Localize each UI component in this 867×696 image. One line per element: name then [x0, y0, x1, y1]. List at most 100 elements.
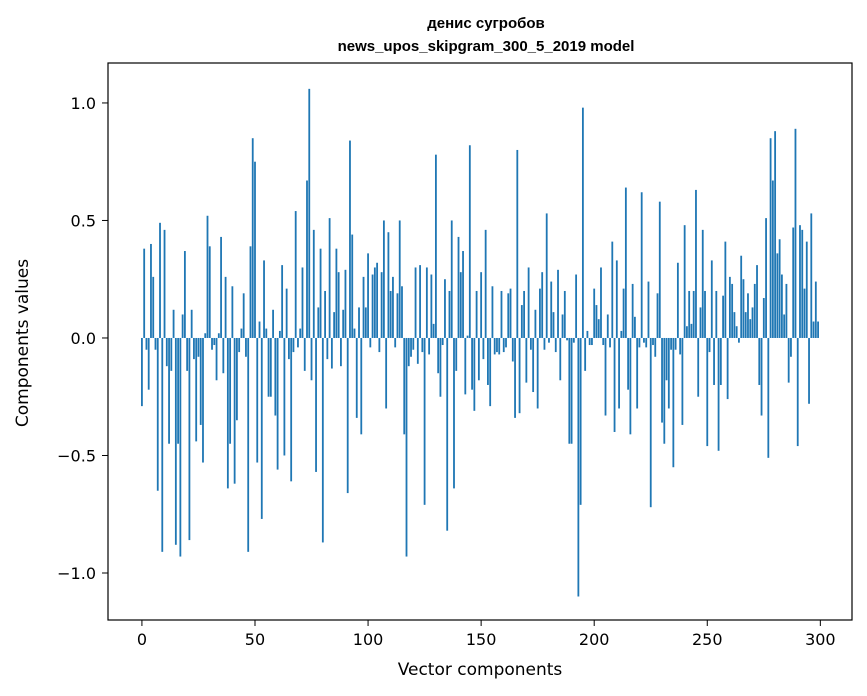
bar	[362, 276, 365, 338]
y-tick-label: 0.0	[71, 329, 96, 348]
bar	[769, 138, 772, 338]
bar	[710, 260, 713, 338]
bar	[242, 293, 245, 338]
bar	[414, 267, 417, 338]
bar	[337, 272, 340, 338]
bar	[618, 337, 620, 409]
bar	[507, 293, 510, 338]
bar	[575, 274, 578, 338]
bar	[308, 88, 311, 338]
bar	[713, 337, 715, 385]
bar	[430, 274, 433, 338]
bar	[385, 337, 388, 409]
bar	[441, 337, 444, 346]
bar	[724, 241, 727, 338]
chart-subtitle: news_upos_skipgram_300_5_2019 model	[338, 38, 635, 55]
bar	[202, 337, 204, 463]
bar	[364, 307, 367, 338]
bar	[767, 337, 770, 458]
bar	[197, 337, 200, 357]
bar	[762, 298, 765, 338]
bar	[728, 276, 731, 338]
bar	[159, 222, 161, 338]
bar	[554, 337, 557, 353]
bar	[753, 283, 756, 338]
bar	[143, 248, 146, 338]
bar	[195, 337, 198, 442]
bar	[333, 312, 336, 338]
bar	[516, 149, 519, 338]
bar	[466, 335, 469, 338]
bar	[523, 290, 526, 338]
bar	[448, 290, 451, 338]
bar	[455, 337, 458, 371]
bar	[353, 328, 356, 338]
bar	[245, 337, 247, 357]
bar	[563, 290, 566, 338]
bar	[695, 189, 697, 338]
bar	[489, 337, 492, 407]
bar	[719, 337, 722, 385]
x-tick-label: 200	[579, 630, 610, 649]
bar	[620, 330, 623, 338]
bar	[810, 213, 813, 338]
bar	[756, 265, 758, 338]
bar	[181, 314, 184, 338]
bar	[570, 337, 573, 444]
bar	[351, 234, 354, 338]
x-tick-label: 100	[353, 630, 384, 649]
bar	[265, 328, 268, 338]
bar	[649, 337, 652, 508]
bar	[412, 337, 415, 350]
bar	[423, 337, 426, 505]
bar	[783, 314, 786, 338]
bar	[306, 180, 308, 338]
bar	[437, 337, 440, 374]
bar	[491, 286, 494, 338]
bar	[355, 337, 358, 418]
bar	[276, 337, 279, 470]
bar	[794, 128, 797, 338]
bar	[360, 337, 363, 435]
bar	[183, 251, 186, 338]
bar	[611, 241, 614, 338]
bar	[744, 312, 747, 338]
x-tick-label: 150	[466, 630, 497, 649]
bar	[577, 337, 580, 597]
bar	[299, 328, 302, 338]
bar	[256, 337, 259, 463]
bar	[222, 337, 225, 374]
bar	[294, 211, 297, 338]
bar	[643, 337, 645, 343]
bar	[285, 288, 288, 338]
bar	[505, 337, 507, 348]
bar	[358, 307, 360, 338]
bar	[557, 269, 559, 338]
bar	[208, 246, 211, 338]
bar	[254, 161, 256, 338]
bar	[787, 337, 790, 383]
bar	[480, 272, 483, 338]
bar	[172, 309, 175, 338]
bar	[340, 337, 342, 367]
bar	[715, 290, 718, 338]
bar	[796, 337, 799, 447]
bar	[749, 319, 752, 338]
bar	[604, 337, 607, 416]
bar	[344, 269, 347, 338]
bar	[453, 337, 455, 489]
bar	[674, 337, 677, 350]
bar	[369, 337, 372, 348]
bar	[174, 337, 177, 545]
bar	[330, 337, 333, 369]
bar	[529, 337, 532, 350]
bar	[801, 229, 804, 338]
bar	[278, 330, 281, 338]
bar	[722, 295, 725, 338]
bar	[532, 337, 535, 393]
bar	[312, 229, 315, 338]
bar	[692, 290, 695, 338]
bar	[679, 337, 682, 355]
bar	[152, 276, 155, 338]
bar	[215, 337, 218, 381]
